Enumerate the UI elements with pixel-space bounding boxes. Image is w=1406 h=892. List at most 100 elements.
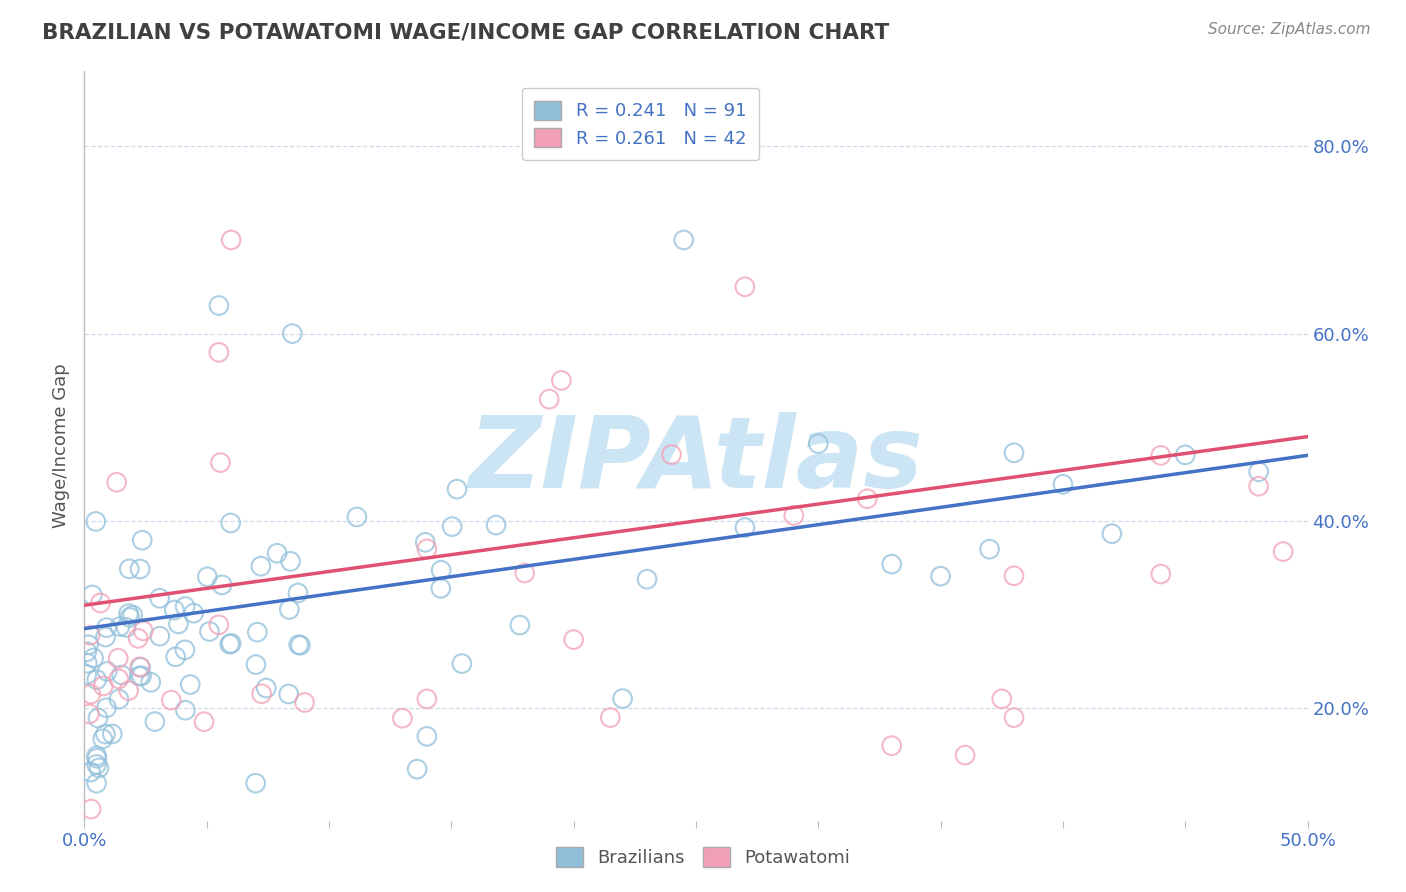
Point (87, 711, 110, 725)
Point (149, 591, 172, 606)
Point (734, 520, 756, 534)
Point (250, 687, 273, 701)
Point (76, 657, 98, 671)
Point (128, 660, 150, 674)
Point (807, 436, 830, 450)
Point (391, 711, 413, 725)
Point (294, 696, 316, 710)
Point (127, 632, 149, 646)
Point (107, 672, 129, 686)
Point (129, 660, 152, 674)
Point (562, 632, 585, 647)
Point (110, 668, 132, 682)
Point (132, 624, 155, 638)
Point (1247, 479, 1270, 493)
Point (108, 692, 131, 706)
Point (115, 620, 138, 634)
Point (1247, 465, 1270, 479)
Point (245, 657, 267, 672)
Point (79, 765, 101, 780)
Point (209, 456, 232, 470)
Point (149, 629, 172, 643)
Point (416, 692, 439, 706)
Point (451, 657, 474, 671)
Point (96, 700, 118, 714)
Point (1174, 448, 1197, 462)
Point (1150, 567, 1173, 582)
Legend: R = 0.241   N = 91, R = 0.261   N = 42: R = 0.241 N = 91, R = 0.261 N = 42 (522, 88, 759, 161)
Point (143, 714, 166, 729)
Point (101, 727, 124, 741)
Point (880, 739, 903, 753)
Point (198, 624, 221, 639)
Point (278, 602, 301, 616)
Point (193, 714, 215, 729)
Point (77, 638, 100, 652)
Point (245, 776, 267, 790)
Point (509, 618, 531, 632)
Point (661, 448, 683, 462)
Point (880, 557, 903, 571)
Point (346, 510, 368, 524)
Point (87, 761, 110, 775)
Point (208, 298, 231, 313)
Point (94, 727, 117, 741)
Point (1150, 449, 1173, 463)
Point (174, 643, 197, 657)
Point (86, 757, 108, 772)
Point (287, 586, 309, 600)
Point (79, 628, 101, 642)
Point (84, 515, 107, 529)
Legend: Brazilians, Potawatomi: Brazilians, Potawatomi (548, 839, 858, 874)
Point (599, 710, 621, 724)
Point (218, 637, 240, 651)
Point (76, 667, 98, 681)
Text: ZIPAtlas: ZIPAtlas (468, 412, 924, 509)
Point (76, 645, 98, 659)
Point (129, 562, 152, 576)
Point (783, 508, 806, 523)
Point (287, 638, 309, 652)
Point (91, 679, 114, 693)
Point (250, 559, 273, 574)
Point (82, 588, 104, 602)
Point (165, 649, 187, 664)
Point (121, 608, 143, 623)
Point (80, 802, 103, 816)
Point (167, 616, 190, 631)
Point (246, 625, 269, 640)
Point (1002, 569, 1025, 583)
Point (734, 280, 756, 294)
Point (183, 606, 205, 620)
Point (513, 566, 536, 580)
Point (211, 578, 233, 592)
Point (1002, 710, 1025, 724)
Point (991, 692, 1014, 706)
Point (416, 541, 439, 556)
Point (413, 535, 436, 549)
Y-axis label: Wage/Income Gap: Wage/Income Gap (52, 364, 70, 528)
Point (79, 706, 101, 721)
Point (266, 546, 288, 560)
Point (83, 651, 105, 665)
Point (636, 572, 658, 586)
Point (107, 651, 129, 665)
Point (195, 570, 218, 584)
Point (128, 669, 150, 683)
Point (91, 731, 114, 746)
Point (179, 677, 201, 691)
Point (550, 374, 572, 388)
Point (86, 751, 108, 765)
Point (1002, 446, 1025, 460)
Point (131, 669, 153, 683)
Point (208, 617, 231, 632)
Point (108, 619, 131, 633)
Point (612, 691, 634, 706)
Point (219, 516, 242, 530)
Point (929, 569, 952, 583)
Point (1052, 477, 1074, 491)
Point (953, 747, 976, 762)
Text: Source: ZipAtlas.com: Source: ZipAtlas.com (1208, 22, 1371, 37)
Point (118, 683, 141, 698)
Point (163, 603, 186, 617)
